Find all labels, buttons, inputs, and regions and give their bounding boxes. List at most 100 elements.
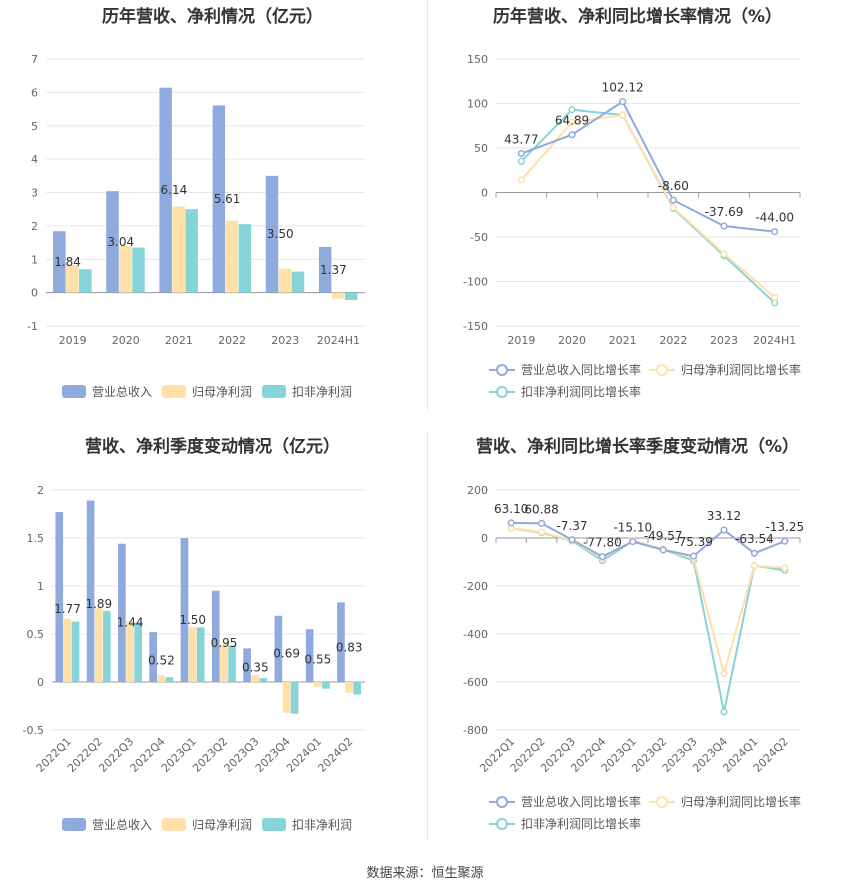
bar-parent-profit bbox=[331, 292, 345, 299]
chart-title: 历年营收、净利情况（亿元） bbox=[102, 7, 323, 27]
data-label: 0.55 bbox=[305, 652, 332, 666]
bar-deducted-profit bbox=[185, 209, 198, 293]
chart-title: 营收、净利同比增长率季度变动情况（%） bbox=[475, 437, 800, 457]
bar-revenue bbox=[243, 648, 251, 682]
data-label: 0.35 bbox=[242, 661, 269, 675]
data-point bbox=[629, 538, 637, 546]
series-line-parent-growth bbox=[520, 113, 776, 299]
quarterly-bar-chart: -0.500.511.521.772022Q11.892022Q21.44202… bbox=[23, 484, 365, 775]
data-point bbox=[517, 149, 525, 158]
bar-parent-profit bbox=[188, 627, 197, 682]
legend-item-deducted-profit[interactable]: 扣非净利润 bbox=[262, 816, 352, 833]
data-point bbox=[598, 553, 606, 561]
bar-revenue bbox=[86, 500, 95, 682]
data-point bbox=[750, 562, 758, 570]
x-tick-label: 2019 bbox=[507, 334, 535, 347]
legend-swatch bbox=[62, 385, 86, 398]
growth-rate-quarterly-panel: 营收、净利同比增长率季度变动情况（%） -800 -600 -400 -200 0 200… bbox=[425, 430, 850, 855]
data-point bbox=[507, 524, 515, 532]
bar-parent-profit bbox=[313, 682, 322, 687]
data-label: -8.60 bbox=[658, 179, 689, 193]
bar-deducted-profit bbox=[322, 682, 330, 689]
legend-item-deducted-growth[interactable]: 扣非净利润同比增长率 bbox=[489, 383, 641, 400]
bar-revenue bbox=[318, 246, 332, 293]
legend-item-parent-growth[interactable]: 归母净利润同比增长率 bbox=[649, 793, 801, 810]
y-tick-label: -0.5 bbox=[23, 724, 44, 737]
y-tick-label: 0 bbox=[37, 676, 44, 689]
data-point bbox=[771, 293, 779, 302]
legend-item-revenue-growth[interactable]: 营业总收入同比增长率 bbox=[489, 361, 641, 378]
y-tick-label: 0 bbox=[31, 287, 38, 300]
chart-title: 历年营收、净利同比增长率情况（%） bbox=[492, 7, 783, 27]
data-point bbox=[659, 546, 667, 554]
legend-label: 扣非净利润 bbox=[292, 385, 353, 399]
revenue-profit-quarterly-panel: 营收、净利季度变动情况（亿元） -0.5 0 0.5 1 1.5 2 1.77 2022Q1 1… bbox=[0, 430, 425, 855]
y-tick-label: 50 bbox=[474, 142, 488, 155]
data-label: 0.52 bbox=[148, 654, 175, 668]
data-label: 63.10 bbox=[494, 502, 528, 516]
bar-parent-profit bbox=[119, 245, 132, 293]
bar-parent-profit bbox=[345, 682, 353, 693]
data-point bbox=[568, 118, 576, 126]
legend-item-deducted-profit[interactable]: 扣非净利润 bbox=[262, 383, 352, 400]
panel-divider bbox=[427, 432, 428, 840]
revenue-profit-annual-panel: 历年营收、净利情况（亿元） -1 0 1 2 3 4 5 6 7 1.84 2019 3.04 2020… bbox=[0, 0, 425, 425]
legend-label: 扣非净利润同比增长率 bbox=[521, 817, 642, 831]
data-point bbox=[619, 111, 627, 119]
legend-item-parent-profit[interactable]: 归母净利润 bbox=[162, 383, 252, 400]
bar-parent-profit bbox=[63, 618, 72, 682]
bar-parent-profit bbox=[172, 206, 185, 293]
legend-label: 营业总收入同比增长率 bbox=[521, 363, 642, 377]
legend-label: 扣非净利润同比增长率 bbox=[521, 385, 642, 399]
bar-revenue bbox=[106, 191, 119, 293]
legend-item-deducted-growth[interactable]: 扣非净利润同比增长率 bbox=[489, 815, 641, 832]
data-label: -44.00 bbox=[755, 211, 794, 225]
bar-deducted-profit bbox=[165, 677, 174, 682]
data-point bbox=[669, 204, 677, 212]
y-tick-label: 4 bbox=[31, 153, 38, 166]
bar-deducted-profit bbox=[291, 271, 305, 293]
data-label: -37.69 bbox=[705, 205, 744, 219]
data-label: 3.50 bbox=[267, 227, 294, 241]
legend-item-revenue[interactable]: 营业总收入 bbox=[62, 816, 152, 833]
data-label: 1.37 bbox=[320, 263, 347, 277]
bar-parent-profit bbox=[94, 608, 103, 682]
x-tick-label: 2024H1 bbox=[753, 334, 796, 347]
data-label: 6.14 bbox=[161, 183, 188, 197]
legend-label: 归母净利润同比增长率 bbox=[681, 795, 802, 809]
bar-revenue bbox=[211, 590, 220, 682]
series-line-revenue-growth bbox=[520, 100, 775, 233]
legend-swatch bbox=[162, 385, 186, 398]
legend-item-parent-growth[interactable]: 归母净利润同比增长率 bbox=[649, 361, 801, 378]
legend-swatch bbox=[489, 817, 515, 830]
legend-item-parent-profit[interactable]: 归母净利润 bbox=[162, 816, 252, 833]
y-tick-label: -600 bbox=[463, 676, 488, 689]
data-label: 1.50 bbox=[179, 613, 206, 627]
y-tick-label: 200 bbox=[467, 484, 488, 497]
y-tick-label: 2 bbox=[37, 484, 44, 497]
legend-swatch bbox=[262, 385, 286, 398]
bar-deducted-profit bbox=[103, 610, 111, 682]
data-point bbox=[568, 106, 576, 114]
legend-swatch bbox=[489, 385, 515, 398]
bar-parent-profit bbox=[225, 220, 239, 293]
bar-deducted-profit bbox=[259, 678, 268, 682]
legend-item-revenue[interactable]: 营业总收入 bbox=[62, 383, 152, 400]
x-tick-label: 2024Q2 bbox=[315, 735, 355, 775]
legend-label: 扣非净利润 bbox=[292, 818, 353, 832]
data-label: 43.77 bbox=[504, 133, 538, 147]
legend-label: 归母净利润 bbox=[192, 818, 253, 832]
legend-item-revenue-growth[interactable]: 营业总收入同比增长率 bbox=[489, 793, 641, 810]
data-label: -49.57 bbox=[644, 529, 683, 543]
data-label: 5.61 bbox=[214, 192, 241, 206]
y-tick-label: -50 bbox=[470, 231, 488, 244]
data-point bbox=[669, 196, 677, 204]
bar-revenue bbox=[337, 602, 345, 682]
legend-swatch bbox=[62, 818, 86, 831]
x-tick-label: 2024H1 bbox=[317, 334, 360, 347]
data-label: 1.77 bbox=[54, 602, 81, 616]
data-label: 33.12 bbox=[707, 509, 741, 523]
series-line-revenue-growth bbox=[511, 521, 786, 558]
y-tick-label: 0 bbox=[481, 532, 488, 545]
y-tick-label: 6 bbox=[31, 86, 38, 99]
